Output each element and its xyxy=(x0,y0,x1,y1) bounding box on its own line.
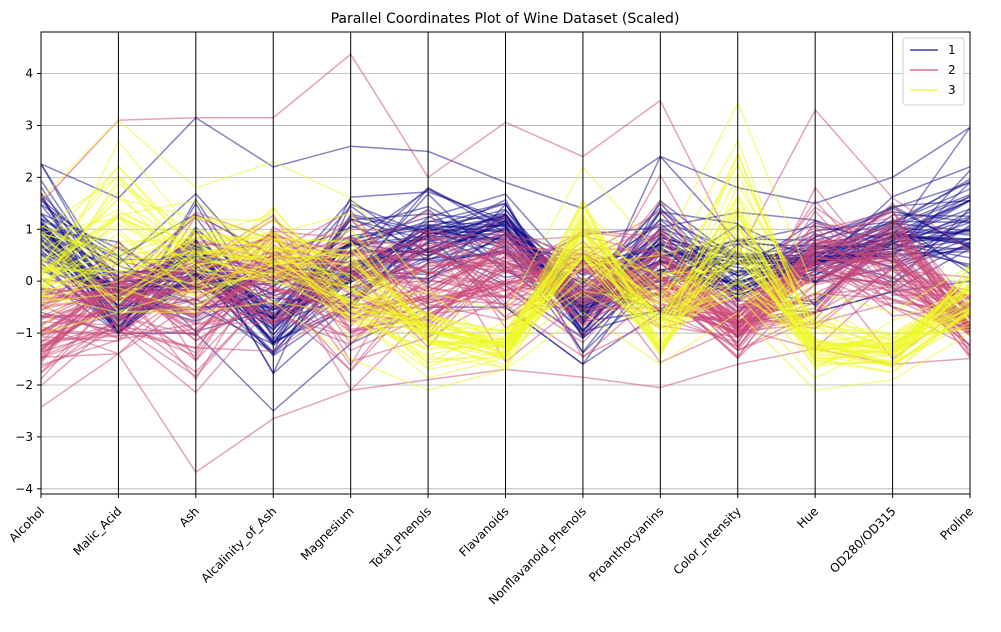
legend-label-1: 1 xyxy=(948,43,956,57)
y-tick-label: −3 xyxy=(15,430,33,444)
y-tick-label: 3 xyxy=(25,118,33,132)
legend-label-3: 3 xyxy=(948,83,956,97)
y-ticks: −4 −3 −2 −1 0 1 2 3 4 xyxy=(15,67,41,496)
x-tick-label: Ash xyxy=(176,504,202,530)
legend-box xyxy=(902,37,965,106)
x-tick-label: Magnesium xyxy=(298,504,357,563)
x-tick-label: Color_Intensity xyxy=(671,504,744,577)
x-tick-label: Proanthocyanins xyxy=(586,504,666,584)
y-tick-label: 0 xyxy=(25,274,33,288)
x-tick-label: OD280/OD315 xyxy=(827,504,899,576)
y-tick-label: 4 xyxy=(25,67,33,81)
chart-title: Parallel Coordinates Plot of Wine Datase… xyxy=(331,11,680,27)
x-tick-label: Flavanoids xyxy=(456,504,511,559)
x-tick-label: Alcalinity_of_Ash xyxy=(198,504,279,585)
legend: 1 2 3 xyxy=(902,37,965,106)
y-tick-label: −1 xyxy=(15,326,33,340)
x-tick-label: Alcohol xyxy=(6,504,47,545)
y-tick-label: 2 xyxy=(25,170,33,184)
x-tick-label: Hue xyxy=(794,504,821,531)
y-tick-label: 1 xyxy=(25,222,33,236)
x-tick-label: Total_Phenols xyxy=(366,504,434,572)
y-tick-label: −2 xyxy=(15,378,33,392)
legend-label-2: 2 xyxy=(948,63,956,77)
x-tick-label: Malic_Acid xyxy=(70,504,124,558)
y-tick-label: −4 xyxy=(15,482,33,496)
x-tick-label: Proline xyxy=(937,504,976,543)
